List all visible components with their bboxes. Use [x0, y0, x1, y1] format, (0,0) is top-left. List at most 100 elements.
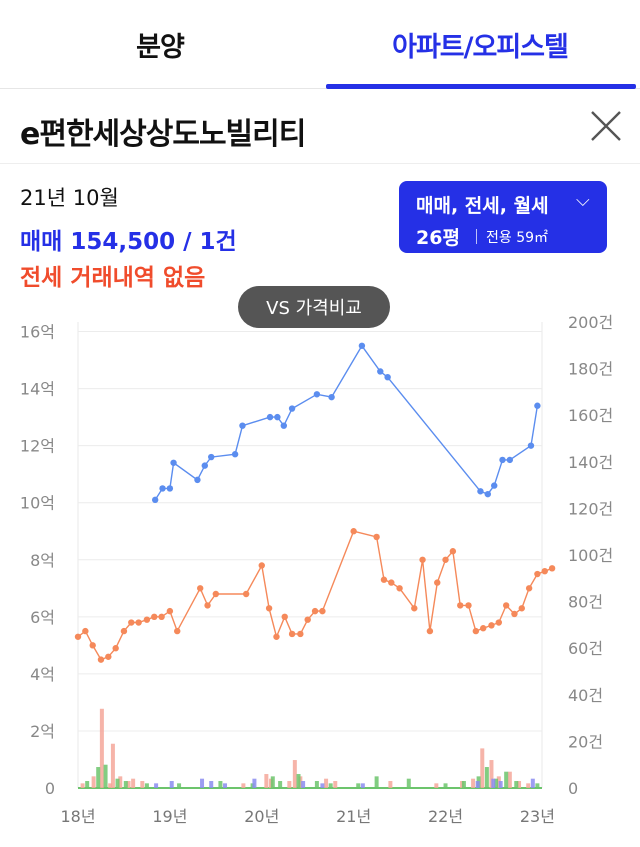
- volume-bar-sale: [530, 778, 535, 788]
- volume-bar-jeonse: [131, 778, 136, 788]
- y-left-tick-label: 2억: [30, 722, 55, 741]
- jeonse-price-point: [105, 653, 112, 660]
- x-tick-label: 22년: [428, 807, 463, 826]
- jeonse-price-point: [158, 613, 165, 621]
- volume-bar-jeonse: [110, 743, 115, 788]
- jeonse-price-point: [373, 533, 380, 541]
- volume-bar-sale: [154, 783, 159, 788]
- volume-bar-jeonse: [324, 778, 329, 788]
- volume-bar-sale: [475, 781, 480, 788]
- x-tick-label: 20년: [244, 807, 279, 826]
- sale-price-point: [194, 476, 201, 484]
- y-left-tick-label: 14억: [20, 380, 55, 399]
- sale-summary: 매매 154,500 / 1건: [20, 229, 237, 255]
- y-left-tick-label: 0: [45, 779, 55, 798]
- tab-apartment-officetel[interactable]: 아파트/오피스텔: [392, 31, 569, 63]
- sale-price-point: [170, 459, 177, 466]
- volume-bar-jeonse: [241, 783, 246, 788]
- sale-price-point: [280, 422, 288, 429]
- volume-bar-rent: [535, 783, 540, 788]
- title-row: e편한세상상도노빌리티: [0, 89, 640, 164]
- x-tick-label: 21년: [336, 807, 371, 826]
- tab-presale[interactable]: 분양: [136, 31, 185, 63]
- y-right-tick-label: 140건: [568, 453, 613, 472]
- volume-bar-sale: [360, 783, 365, 788]
- sale-price-point: [151, 496, 159, 504]
- y-right-tick-label: 60건: [568, 639, 603, 658]
- volume-bar-rent: [218, 781, 223, 788]
- volume-bar-jeonse: [526, 783, 531, 788]
- sale-price-point: [527, 442, 535, 449]
- sale-price-point: [477, 488, 484, 495]
- jeonse-price-point: [82, 627, 89, 635]
- jeonse-price-point: [311, 607, 319, 615]
- jeonse-price-point: [411, 605, 418, 612]
- vs-compare-button[interactable]: VS 가격비교: [238, 286, 390, 328]
- sale-price-point: [201, 462, 208, 469]
- volume-bar-jeonse: [287, 781, 292, 788]
- pyeong-label: 26평: [416, 227, 460, 249]
- volume-bar-jeonse: [126, 781, 131, 788]
- volume-bar-jeonse: [118, 776, 123, 788]
- jeonse-price-point: [518, 605, 525, 612]
- volume-bar-rent: [270, 776, 275, 788]
- volume-bar-rent: [123, 781, 128, 788]
- jeonse-price-point: [472, 627, 480, 635]
- sale-price-point: [159, 485, 166, 492]
- jeonse-price-point: [465, 602, 472, 609]
- sale-price-point: [484, 490, 491, 498]
- volume-bar-jeonse: [517, 781, 522, 788]
- sale-price-point: [274, 413, 281, 421]
- y-left-tick-label: 4억: [30, 665, 55, 684]
- jeonse-price-point: [502, 602, 510, 609]
- deal-type-selector[interactable]: 매매, 전세, 월세 ⌵ 26평 전용 59㎡: [399, 181, 607, 253]
- sale-price-point: [328, 393, 335, 401]
- x-tick-label: 23년: [520, 807, 555, 826]
- volume-bar-jeonse: [480, 748, 485, 788]
- jeonse-price-point: [380, 576, 388, 583]
- jeonse-price-point: [242, 590, 250, 598]
- close-icon[interactable]: [588, 108, 624, 144]
- volume-bar-jeonse: [388, 781, 393, 788]
- jeonse-price-point: [197, 585, 204, 592]
- jeonse-price-point: [135, 619, 142, 626]
- volume-bar-rent: [494, 778, 499, 788]
- volume-bar-rent: [484, 767, 489, 788]
- tab-bar: 분양 아파트/오피스텔: [0, 0, 640, 89]
- jeonse-price-point: [434, 579, 441, 586]
- area-label: 전용 59㎡: [486, 230, 549, 246]
- jeonse-price-point: [273, 633, 280, 640]
- y-left-tick-label: 8억: [30, 551, 55, 570]
- y-left-tick-label: 16억: [20, 323, 55, 342]
- jeonse-price-point: [525, 585, 533, 592]
- sale-price-point: [358, 342, 366, 349]
- y-right-tick-label: 0: [568, 779, 578, 798]
- selected-date: 21년 10월: [20, 186, 119, 210]
- jeonse-price-point: [388, 579, 395, 586]
- jeonse-price-point: [488, 622, 495, 629]
- active-tab-indicator: [326, 84, 636, 89]
- y-right-tick-label: 180건: [568, 360, 613, 379]
- jeonse-price-point: [74, 633, 82, 640]
- y-right-tick-label: 200건: [568, 313, 613, 332]
- sale-price-point: [384, 373, 391, 381]
- jeonse-price-point: [511, 610, 518, 618]
- jeonse-price-point: [258, 562, 265, 569]
- sale-price-point: [491, 482, 498, 489]
- jeonse-price-point: [204, 602, 211, 609]
- y-left-tick-label: 12억: [20, 437, 55, 456]
- volume-bar-sale: [301, 781, 306, 788]
- volume-bar-jeonse: [99, 708, 104, 788]
- volume-bar-rent: [374, 776, 379, 788]
- sale-price-point: [266, 413, 274, 421]
- jeonse-price-point: [426, 627, 434, 635]
- y-right-tick-label: 20건: [568, 732, 603, 751]
- volume-bar-jeonse: [489, 760, 494, 788]
- sale-price-point: [166, 485, 174, 492]
- jeonse-price-point: [281, 613, 288, 621]
- jeonse-price-point: [120, 627, 128, 635]
- jeonse-price-point: [212, 590, 220, 598]
- jeonse-price-point: [166, 607, 174, 615]
- volume-bar-jeonse: [471, 778, 476, 788]
- volume-bar-jeonse: [264, 774, 269, 788]
